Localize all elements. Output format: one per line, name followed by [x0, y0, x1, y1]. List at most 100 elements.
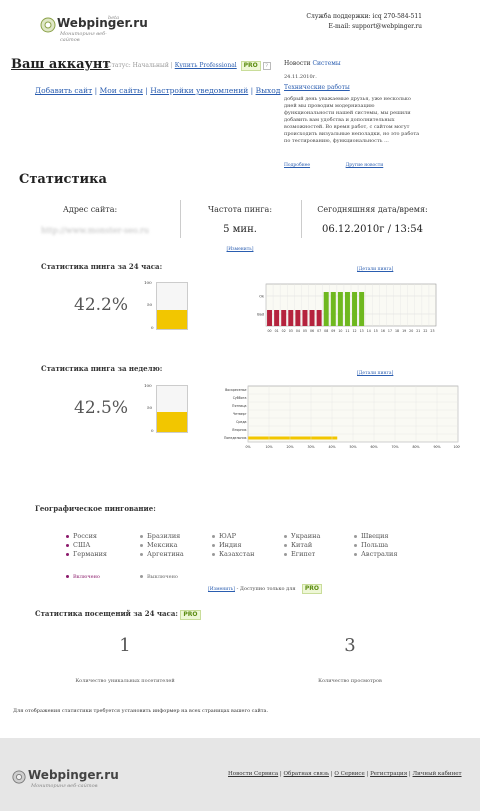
footer-link-about[interactable]: О Сервисе: [334, 771, 365, 777]
visits-title: Статистика посещений за 24 часа: PRO: [35, 609, 201, 620]
account-nav: Добавить сайт | Мои сайты | Настройки ув…: [35, 86, 280, 95]
country-name: Германия: [73, 550, 108, 558]
footer-link-news[interactable]: Новости Сервиса: [228, 771, 279, 777]
x-tick-label: 20: [409, 329, 413, 333]
nav-add-site[interactable]: Добавить сайт: [35, 86, 93, 95]
today-value: 06.12.2010г / 13:54: [321, 224, 424, 235]
news-other-link[interactable]: Другие новости: [345, 163, 384, 168]
x-tick-label: 22: [423, 329, 427, 333]
account-status: Статус: Начальный | Купить Professional …: [107, 61, 271, 71]
country-status-bullet: [212, 552, 215, 556]
header-logo[interactable]: Webpinger.ru beta Мониторинг веб-сайтов: [40, 14, 148, 43]
bar-bad: [316, 310, 322, 326]
country-status-bullet: [140, 543, 143, 547]
nav-separator: |: [250, 86, 254, 95]
x-tick-label: 23: [430, 329, 434, 333]
status-separator: |: [170, 62, 173, 69]
bar-ok: [344, 292, 350, 326]
geo-country: Польша: [354, 541, 388, 550]
country-status-bullet: [66, 534, 69, 538]
news-system-link[interactable]: Системы: [312, 60, 341, 67]
x-tick-label: 18: [395, 329, 399, 333]
footer-logo-tagline: Мониторинг веб-сайтов: [31, 783, 98, 789]
footer-logo[interactable]: Webpinger.ru Мониторинг веб-сайтов: [12, 766, 119, 789]
country-name: ЮАР: [219, 532, 237, 540]
change-frequency-link[interactable]: [Изменить]: [226, 247, 254, 252]
footer-separator: |: [408, 771, 411, 777]
bar-bad: [267, 310, 273, 326]
bar-bad: [302, 310, 308, 326]
news-heading: Новости Системы: [284, 60, 424, 67]
x-tick-label: 14: [367, 329, 371, 333]
bar: [248, 436, 338, 440]
pro-badge: PRO: [301, 584, 323, 594]
daily-gauge: 100 50 0: [140, 280, 190, 332]
nav-my-sites[interactable]: Мои сайты: [99, 86, 143, 95]
country-name: Швеция: [361, 532, 389, 540]
weekly-details-link[interactable]: [Детали пинга]: [357, 371, 394, 376]
geo-country: Германия: [66, 550, 107, 559]
footer-link-feedback[interactable]: Обратная связь: [283, 771, 329, 777]
help-icon[interactable]: ?: [262, 62, 271, 70]
legend-enabled-bullet: [66, 575, 69, 578]
x-tick-label: 16: [381, 329, 385, 333]
x-tick-label: 0%: [245, 445, 250, 449]
nav-logout[interactable]: Выход: [255, 86, 281, 95]
x-tick-label: 19: [402, 329, 406, 333]
country-status-bullet: [354, 534, 357, 538]
y-tick-label: Воскресенье: [225, 388, 246, 392]
pro-badge: PRO: [240, 61, 261, 71]
footer-separator: |: [330, 771, 333, 777]
x-tick-label: 08: [324, 329, 328, 333]
geo-country: Бразилия: [140, 532, 180, 541]
geo-country: Австралия: [354, 550, 397, 559]
geo-country: Швеция: [354, 532, 389, 541]
news-article-title[interactable]: Технические работы: [284, 84, 350, 91]
buy-professional-link[interactable]: Купить Professional: [174, 62, 237, 69]
country-status-bullet: [66, 552, 69, 556]
x-tick-label: 21: [416, 329, 420, 333]
status-label: Статус: Начальный: [107, 62, 169, 69]
geo-change-row: [Изменить] - Доступно только для PRO: [208, 584, 323, 594]
legend-enabled: Включено: [66, 574, 100, 580]
x-tick-label: 09: [331, 329, 335, 333]
x-tick-label: 90%: [433, 445, 440, 449]
bar-ok: [330, 292, 336, 326]
country-name: Россия: [73, 532, 98, 540]
ping-freq-value: 5 мин.: [223, 224, 257, 235]
country-status-bullet: [284, 534, 287, 538]
gauge-tick-label: 100: [144, 383, 152, 388]
footer-logo-name: Webpinger.ru: [28, 768, 119, 782]
country-status-bullet: [140, 534, 143, 538]
footer-link-register[interactable]: Регистрация: [370, 771, 408, 777]
today-label: Сегодняшняя дата/время:: [317, 205, 428, 214]
weekly-gauge: 100 50 0: [140, 383, 190, 435]
country-name: Китай: [291, 541, 313, 549]
nav-notification-settings[interactable]: Настройки уведомлений: [150, 86, 249, 95]
daily-details-link[interactable]: [Детали пинга]: [357, 267, 394, 272]
ping-freq-label: Частота пинга:: [207, 205, 273, 214]
weekly-title: Статистика пинга за неделю:: [41, 364, 163, 373]
bar-bad: [288, 310, 294, 326]
legend-disabled-bullet: [140, 575, 143, 578]
news-more-link[interactable]: Подробнее: [284, 163, 311, 168]
x-tick-label: 15: [374, 329, 378, 333]
logo-tagline: Мониторинг веб-сайтов: [60, 31, 107, 43]
bar-ok: [359, 292, 365, 326]
country-name: Египет: [291, 550, 316, 558]
country-status-bullet: [212, 543, 215, 547]
geo-country-grid: Россия США Германия Бразилия Мексика Аргентин…: [66, 532, 426, 562]
country-name: Украина: [291, 532, 321, 540]
footer-link-account[interactable]: Личный кабинет: [412, 771, 462, 777]
country-status-bullet: [284, 543, 287, 547]
y-tick-label: Четверг: [233, 412, 247, 416]
footer-separator: |: [279, 771, 282, 777]
gauge-fill: [157, 412, 187, 432]
site-label: Адрес сайта:: [62, 205, 118, 214]
unique-visitors-label: Количество уникальных посетителей: [75, 678, 175, 684]
geo-country: Казахстан: [212, 550, 254, 559]
geo-country: Аргентина: [140, 550, 184, 559]
x-tick-label: 03: [289, 329, 293, 333]
bar-bad: [281, 310, 287, 326]
geo-change-link[interactable]: [Изменить]: [208, 587, 235, 592]
